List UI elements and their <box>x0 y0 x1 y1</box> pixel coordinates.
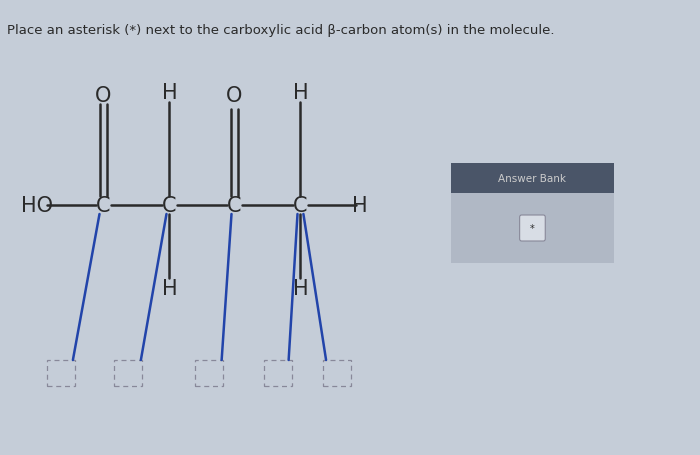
Text: H: H <box>162 83 177 103</box>
Text: Answer Bank: Answer Bank <box>498 174 566 184</box>
Bar <box>452 193 614 263</box>
FancyBboxPatch shape <box>519 216 545 242</box>
Text: H: H <box>352 196 368 216</box>
Bar <box>195 360 223 386</box>
Text: Place an asterisk (*) next to the carboxylic acid β-carbon atom(s) in the molecu: Place an asterisk (*) next to the carbox… <box>7 24 554 37</box>
Text: H: H <box>162 278 177 298</box>
Text: H: H <box>293 278 308 298</box>
Text: *: * <box>530 223 535 233</box>
Text: O: O <box>95 86 111 106</box>
Bar <box>264 360 292 386</box>
Text: C: C <box>96 196 111 216</box>
Text: HO: HO <box>22 196 53 216</box>
Bar <box>323 360 351 386</box>
Text: H: H <box>293 83 308 103</box>
Bar <box>114 360 142 386</box>
Text: C: C <box>293 196 308 216</box>
Text: C: C <box>162 196 176 216</box>
Text: O: O <box>226 86 243 106</box>
Text: C: C <box>228 196 241 216</box>
Bar <box>48 360 75 386</box>
Bar <box>452 164 614 193</box>
